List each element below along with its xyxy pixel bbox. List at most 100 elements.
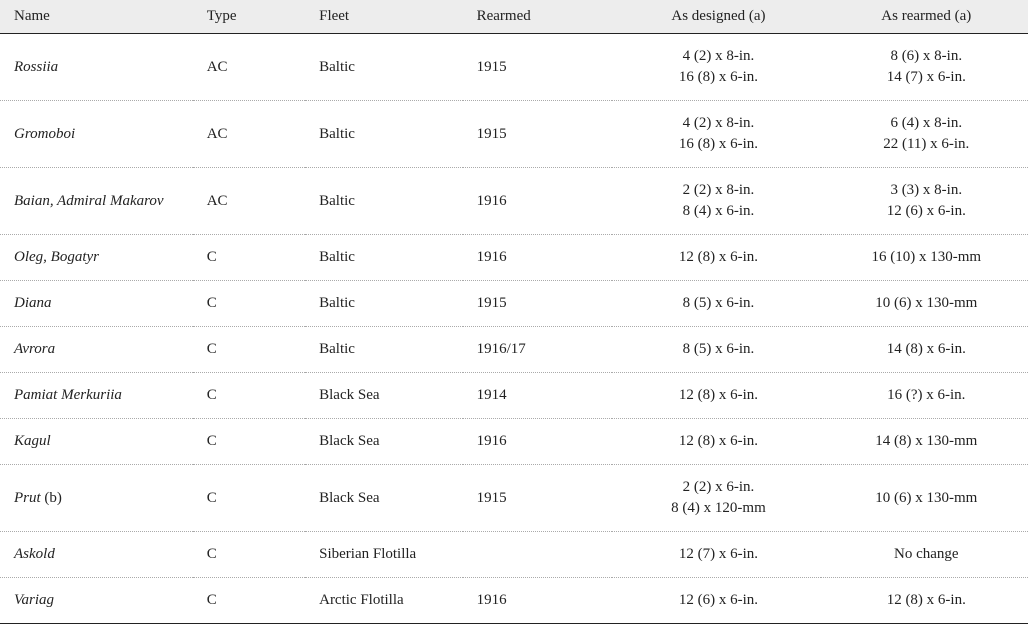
cell-name: Rossiia [0, 34, 193, 101]
cell-rearmed: 1916 [463, 578, 613, 624]
armament-line: 16 (?) x 6-in. [835, 385, 1018, 406]
armament-line: 12 (6) x 6-in. [835, 201, 1018, 222]
cell-fleet: Black Sea [305, 419, 462, 465]
col-header-name: Name [0, 0, 193, 34]
table-row: Prut (b)CBlack Sea19152 (2) x 6-in.8 (4)… [0, 465, 1028, 532]
cell-type: C [193, 465, 305, 532]
armament-line: 10 (6) x 130-mm [835, 488, 1018, 509]
cell-name: Baian, Admiral Makarov [0, 168, 193, 235]
cell-as-designed: 12 (8) x 6-in. [612, 419, 820, 465]
cell-fleet: Arctic Flotilla [305, 578, 462, 624]
cell-as-rearmed: 10 (6) x 130-mm [821, 281, 1028, 327]
cell-as-designed: 12 (8) x 6-in. [612, 235, 820, 281]
cell-as-rearmed: 3 (3) x 8-in.12 (6) x 6-in. [821, 168, 1028, 235]
table-row: Oleg, Bogatyr CBaltic1916 12 (8) x 6-in. 16… [0, 235, 1028, 281]
table-body: RossiiaACBaltic19154 (2) x 8-in.16 (8) x… [0, 34, 1028, 624]
armament-line: 12 (8) x 6-in. [626, 385, 810, 406]
ship-name: Prut [14, 490, 41, 506]
cell-as-designed: 8 (5) x 6-in. [612, 281, 820, 327]
cell-rearmed: 1916 [463, 235, 613, 281]
col-header-type: Type [193, 0, 305, 34]
armament-line: 6 (4) x 8-in. [835, 113, 1018, 134]
cell-as-designed: 8 (5) x 6-in. [612, 327, 820, 373]
ship-name: Askold [14, 546, 55, 562]
armament-line: No change [835, 544, 1018, 565]
cell-as-rearmed: 16 (?) x 6-in. [821, 373, 1028, 419]
cell-as-designed: 12 (7) x 6-in. [612, 532, 820, 578]
cell-fleet: Baltic [305, 281, 462, 327]
table-row: AvroraCBaltic1916/178 (5) x 6-in.14 (8) … [0, 327, 1028, 373]
armament-line: 12 (6) x 6-in. [626, 590, 810, 611]
cell-type: C [193, 578, 305, 624]
cell-as-designed: 12 (6) x 6-in. [612, 578, 820, 624]
armament-line: 22 (11) x 6-in. [835, 134, 1018, 155]
table-row: KagulCBlack Sea191612 (8) x 6-in.14 (8) … [0, 419, 1028, 465]
cell-type: C [193, 532, 305, 578]
ship-table: Name Type Fleet Rearmed As designed (a) … [0, 0, 1028, 624]
cell-rearmed: 1915 [463, 34, 613, 101]
ship-name: Variag [14, 592, 54, 608]
cell-rearmed: 1915 [463, 101, 613, 168]
cell-fleet: Baltic [305, 235, 462, 281]
cell-fleet: Baltic [305, 168, 462, 235]
cell-as-rearmed: 12 (8) x 6-in. [821, 578, 1028, 624]
armament-line: 8 (4) x 120-mm [626, 498, 810, 519]
cell-type: C [193, 327, 305, 373]
armament-line: 14 (7) x 6-in. [835, 67, 1018, 88]
table-header: Name Type Fleet Rearmed As designed (a) … [0, 0, 1028, 34]
armament-line: 14 (8) x 130-mm [835, 431, 1018, 452]
cell-rearmed: 1916/17 [463, 327, 613, 373]
ship-name: Baian, Admiral Makarov [14, 193, 164, 209]
cell-rearmed: 1916 [463, 168, 613, 235]
cell-name: Prut (b) [0, 465, 193, 532]
cell-as-rearmed: 6 (4) x 8-in.22 (11) x 6-in. [821, 101, 1028, 168]
cell-name: Askold [0, 532, 193, 578]
cell-fleet: Black Sea [305, 373, 462, 419]
col-header-fleet: Fleet [305, 0, 462, 34]
table-row: Baian, Admiral MakarovACBaltic19162 (2) … [0, 168, 1028, 235]
cell-type: C [193, 373, 305, 419]
armament-line: 12 (8) x 6-in. [626, 247, 810, 268]
col-header-designed: As designed (a) [612, 0, 820, 34]
armament-line: 8 (5) x 6-in. [626, 293, 810, 314]
cell-rearmed: 1915 [463, 281, 613, 327]
cell-rearmed: 1914 [463, 373, 613, 419]
table-row: GromoboiACBaltic19154 (2) x 8-in.16 (8) … [0, 101, 1028, 168]
cell-name: Pamiat Merkuriia [0, 373, 193, 419]
armament-line: 4 (2) x 8-in. [626, 113, 810, 134]
cell-as-designed: 2 (2) x 8-in.8 (4) x 6-in. [612, 168, 820, 235]
armament-line: 3 (3) x 8-in. [835, 180, 1018, 201]
cell-as-rearmed: 16 (10) x 130-mm [821, 235, 1028, 281]
ship-name: Kagul [14, 433, 51, 449]
cell-rearmed [463, 532, 613, 578]
cell-name: Diana [0, 281, 193, 327]
ship-name: Avrora [14, 341, 55, 357]
ship-name: Rossiia [14, 59, 58, 75]
cell-name: Variag [0, 578, 193, 624]
armament-line: 12 (7) x 6-in. [626, 544, 810, 565]
ship-name: Oleg, Bogatyr [14, 249, 99, 265]
cell-fleet: Baltic [305, 34, 462, 101]
cell-as-designed: 4 (2) x 8-in.16 (8) x 6-in. [612, 101, 820, 168]
armament-line: 16 (8) x 6-in. [626, 134, 810, 155]
cell-name: Oleg, Bogatyr [0, 235, 193, 281]
cell-type: C [193, 235, 305, 281]
cell-as-rearmed: 14 (8) x 130-mm [821, 419, 1028, 465]
armament-line: 2 (2) x 8-in. [626, 180, 810, 201]
armament-line: 4 (2) x 8-in. [626, 46, 810, 67]
armament-line: 12 (8) x 6-in. [626, 431, 810, 452]
cell-as-designed: 2 (2) x 6-in.8 (4) x 120-mm [612, 465, 820, 532]
cell-name: Avrora [0, 327, 193, 373]
cell-rearmed: 1916 [463, 419, 613, 465]
armament-line: 2 (2) x 6-in. [626, 477, 810, 498]
ship-name: Gromoboi [14, 126, 75, 142]
armament-line: 16 (10) x 130-mm [835, 247, 1018, 268]
cell-fleet: Siberian Flotilla [305, 532, 462, 578]
cell-as-rearmed: 10 (6) x 130-mm [821, 465, 1028, 532]
ship-name: Pamiat Merkuriia [14, 387, 122, 403]
cell-type: AC [193, 101, 305, 168]
armament-line: 16 (8) x 6-in. [626, 67, 810, 88]
cell-fleet: Baltic [305, 101, 462, 168]
ship-table-container: Name Type Fleet Rearmed As designed (a) … [0, 0, 1028, 624]
cell-rearmed: 1915 [463, 465, 613, 532]
